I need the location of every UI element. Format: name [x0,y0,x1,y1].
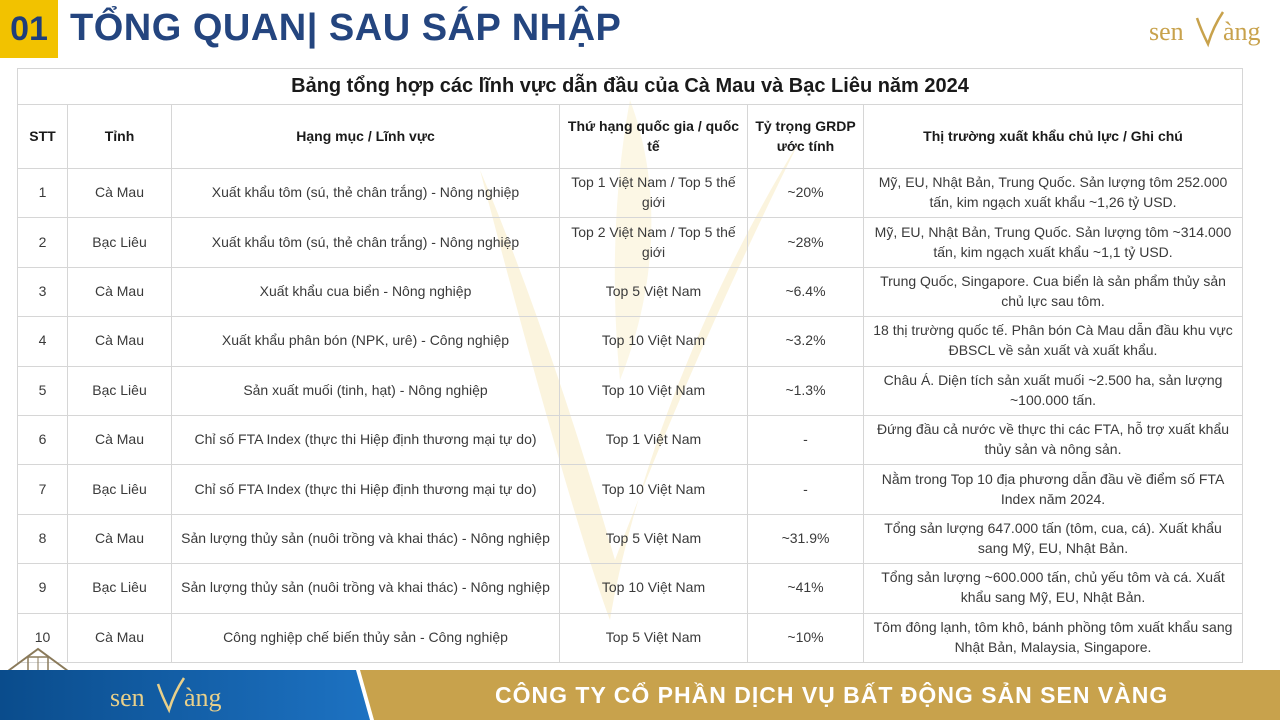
cell-grdp-share: ~28% [747,217,864,268]
cell-rank: Top 1 Việt Nam / Top 5 thế giới [559,167,748,219]
table-row: 10 Cà Mau Công nghiệp chế biến thủy sản - … [17,612,1244,664]
cell-category: Sản xuất muối (tinh, hạt) - Nông nghiệp [171,365,560,416]
cell-grdp-share: ~6.4% [747,266,864,318]
table-row: 8 Cà Mau Sản lượng thủy sản (nuôi trồng và… [17,513,1244,565]
cell-rank: Top 5 Việt Nam [559,266,748,318]
table-row: 9 Bạc Liêu Sản lượng thủy sản (nuôi trồng … [17,563,1244,614]
column-header: Tỷ trọng GRDP ước tính [747,104,864,169]
cell-rank: Top 10 Việt Nam [559,316,748,367]
cell-province: Bạc Liêu [67,563,172,614]
cell-stt: 4 [17,316,68,367]
cell-note: Tổng sản lượng 647.000 tấn (tôm, cua, cá… [862,513,1244,565]
cell-category: Sản lượng thủy sản (nuôi trồng và khai t… [171,563,560,614]
svg-text:sen: sen [110,683,145,712]
footer-left-band [0,670,370,720]
cell-category: Chỉ số FTA Index (thực thi Hiệp định thư… [171,414,560,466]
cell-province: Bạc Liêu [67,464,172,515]
cell-province: Cà Mau [67,612,172,664]
cell-stt: 3 [17,266,68,318]
cell-stt: 2 [17,217,68,268]
table-row: 2 Bạc Liêu Xuất khẩu tôm (sú, thẻ chân trắ… [17,217,1244,268]
cell-category: Xuất khẩu tôm (sú, thẻ chân trắng) - Nôn… [171,167,560,219]
page-title: TỔNG QUAN| SAU SÁP NHẬP [70,7,622,49]
cell-grdp-share: ~31.9% [747,513,864,565]
cell-rank: Top 10 Việt Nam [559,464,748,515]
cell-stt: 8 [17,513,68,565]
cell-grdp-share: - [747,464,864,515]
slide-footer: sen àng CÔNG TY CỔ PHẦN DỊCH VỤ BẤT ĐỘNG… [0,670,1280,720]
cell-province: Cà Mau [67,266,172,318]
cell-category: Chỉ số FTA Index (thực thi Hiệp định thư… [171,464,560,515]
house-icon [7,647,69,672]
cell-stt: 6 [17,414,68,466]
svg-text:sen: sen [1149,17,1184,46]
table-row: 4 Cà Mau Xuất khẩu phân bón (NPK, urê) - C… [17,316,1244,367]
column-header: Thị trường xuất khẩu chủ lực / Ghi chú [862,104,1244,169]
slide-header: 01 TỔNG QUAN| SAU SÁP NHẬP sen àng [0,0,1280,60]
column-header: Hạng mục / Lĩnh vực [171,104,560,169]
cell-province: Cà Mau [67,414,172,466]
cell-grdp-share: ~41% [747,563,864,614]
column-header: Tỉnh [67,104,172,169]
cell-stt: 1 [17,167,68,219]
footer-sen-vang-logo: sen àng [110,677,222,714]
cell-note: 18 thị trường quốc tế. Phân bón Cà Mau d… [862,316,1244,367]
cell-province: Cà Mau [67,316,172,367]
table-row: 3 Cà Mau Xuất khẩu cua biển - Nông nghiệp T… [17,266,1244,318]
cell-category: Công nghiệp chế biến thủy sản - Công ngh… [171,612,560,664]
table-body: 1 Cà Mau Xuất khẩu tôm (sú, thẻ chân trắng… [17,167,1244,664]
cell-province: Cà Mau [67,167,172,219]
cell-province: Bạc Liêu [67,217,172,268]
svg-text:àng: àng [1223,17,1261,46]
column-header: STT [17,104,68,169]
cell-stt: 7 [17,464,68,515]
cell-note: Tổng sản lượng ~600.000 tấn, chủ yếu tôm… [862,563,1244,614]
cell-rank: Top 1 Việt Nam [559,414,748,466]
cell-category: Xuất khẩu cua biển - Nông nghiệp [171,266,560,318]
cell-rank: Top 10 Việt Nam [559,365,748,416]
cell-grdp-share: - [747,414,864,466]
cell-rank: Top 5 Việt Nam [559,612,748,664]
cell-rank: Top 2 Việt Nam / Top 5 thế giới [559,217,748,268]
table-row: 1 Cà Mau Xuất khẩu tôm (sú, thẻ chân trắng… [17,167,1244,219]
table-row: 7 Bạc Liêu Chỉ số FTA Index (thực thi Hiệp… [17,464,1244,515]
cell-rank: Top 10 Việt Nam [559,563,748,614]
cell-rank: Top 5 Việt Nam [559,513,748,565]
table-caption: Bảng tổng hợp các lĩnh vực dẫn đầu của C… [16,68,1244,105]
sen-vang-logo: sen àng [1149,11,1261,48]
cell-note: Trung Quốc, Singapore. Cua biển là sản p… [862,266,1244,318]
column-header: Thứ hạng quốc gia / quốc tế [559,104,748,169]
cell-note: Mỹ, EU, Nhật Bản, Trung Quốc. Sản lượng … [862,217,1244,268]
cell-province: Bạc Liêu [67,365,172,416]
footer-company-name: CÔNG TY CỔ PHẦN DỊCH VỤ BẤT ĐỘNG SẢN SEN… [495,682,1169,708]
table-header-row: STT Tỉnh Hạng mục / Lĩnh vực Thứ hạng quốc … [17,104,1244,169]
cell-note: Tôm đông lạnh, tôm khô, bánh phồng tôm x… [862,612,1244,664]
cell-category: Sản lượng thủy sản (nuôi trồng và khai t… [171,513,560,565]
table-row: 6 Cà Mau Chỉ số FTA Index (thực thi Hiệp đ… [17,414,1244,466]
cell-grdp-share: ~1.3% [747,365,864,416]
table-row: 5 Bạc Liêu Sản xuất muối (tinh, hạt) - Nôn… [17,365,1244,416]
cell-stt: 9 [17,563,68,614]
cell-category: Xuất khẩu tôm (sú, thẻ chân trắng) - Nôn… [171,217,560,268]
cell-note: Châu Á. Diện tích sản xuất muối ~2.500 h… [862,365,1244,416]
cell-note: Mỹ, EU, Nhật Bản, Trung Quốc. Sản lượng … [862,167,1244,219]
cell-stt: 5 [17,365,68,416]
cell-province: Cà Mau [67,513,172,565]
cell-grdp-share: ~20% [747,167,864,219]
summary-table: Bảng tổng hợp các lĩnh vực dẫn đầu của C… [16,68,1244,664]
footer-right-band [360,670,1280,720]
cell-category: Xuất khẩu phân bón (NPK, urê) - Công ngh… [171,316,560,367]
summary-table-container: Bảng tổng hợp các lĩnh vực dẫn đầu của C… [16,68,1244,664]
cell-stt: 10 [17,612,68,664]
cell-grdp-share: ~10% [747,612,864,664]
cell-note: Đứng đầu cả nước về thực thi các FTA, hỗ… [862,414,1244,466]
cell-grdp-share: ~3.2% [747,316,864,367]
section-number: 01 [0,0,58,58]
cell-note: Nằm trong Top 10 địa phương dẫn đầu về đ… [862,464,1244,515]
svg-text:àng: àng [184,683,222,712]
